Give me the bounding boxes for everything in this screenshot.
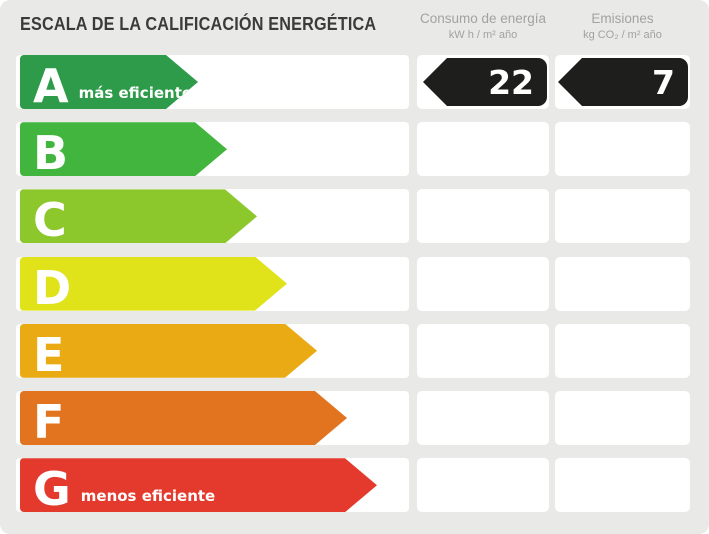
- consumption-cell: [417, 256, 549, 311]
- rating-letter: C: [33, 193, 67, 248]
- consumption-cell: [417, 458, 549, 513]
- rating-row-e: E: [0, 323, 709, 378]
- rating-row-c: C: [0, 189, 709, 244]
- rating-row-b: B: [0, 122, 709, 177]
- emissions-cell: [555, 391, 690, 445]
- rating-arrow-c: C: [20, 189, 257, 243]
- rating-note: menos eficiente: [80, 487, 216, 506]
- rating-row-g: G menos eficiente: [0, 458, 709, 513]
- emissions-cell: [555, 122, 690, 177]
- emissions-header-unit: kg CO₂ / m² año: [583, 29, 662, 41]
- rating-arrow-a: A más eficiente: [20, 55, 198, 109]
- rating-letter: E: [33, 327, 65, 382]
- consumption-header-unit: kW h / m² año: [448, 29, 518, 41]
- rating-arrow-f: F: [20, 391, 347, 445]
- rating-arrow-e: E: [20, 324, 317, 378]
- consumption-cell: [417, 391, 549, 445]
- rating-note: más eficiente: [78, 84, 193, 102]
- emissions-value: 7: [652, 62, 675, 102]
- rating-arrow-b: B: [20, 122, 227, 176]
- rating-row-d: D: [0, 256, 709, 311]
- consumption-value-arrow: 22: [423, 58, 547, 106]
- emissions-cell: [555, 458, 690, 513]
- rating-arrow-g: G menos eficiente: [20, 458, 377, 512]
- rating-letter: A: [33, 59, 69, 113]
- consumption-cell: [417, 189, 549, 244]
- page-title: ESCALA DE LA CALIFICACIÓN ENERGÉTICA: [20, 14, 377, 34]
- emissions-value-arrow: 7: [558, 58, 688, 106]
- emissions-cell: [555, 323, 690, 378]
- column-header-emissions: Emisiones kg CO₂ / m² año: [555, 11, 690, 42]
- consumption-cell: [417, 323, 549, 378]
- consumption-header-label: Consumo de energía: [419, 11, 547, 26]
- consumption-cell: [417, 122, 549, 177]
- rating-row-a: A más eficiente 22 7: [0, 55, 709, 109]
- rating-letter: B: [33, 126, 69, 181]
- consumption-value: 22: [488, 62, 534, 102]
- emissions-cell: [555, 189, 690, 244]
- column-header-consumption: Consumo de energía kW h / m² año: [417, 11, 549, 42]
- emissions-header-label: Emisiones: [591, 11, 654, 26]
- rating-letter: D: [33, 260, 72, 315]
- rating-row-f: F: [0, 391, 709, 445]
- rating-arrow-d: D: [20, 257, 287, 311]
- emissions-cell: [555, 256, 690, 311]
- rating-letter: F: [33, 395, 65, 449]
- rating-letter: G: [33, 462, 71, 517]
